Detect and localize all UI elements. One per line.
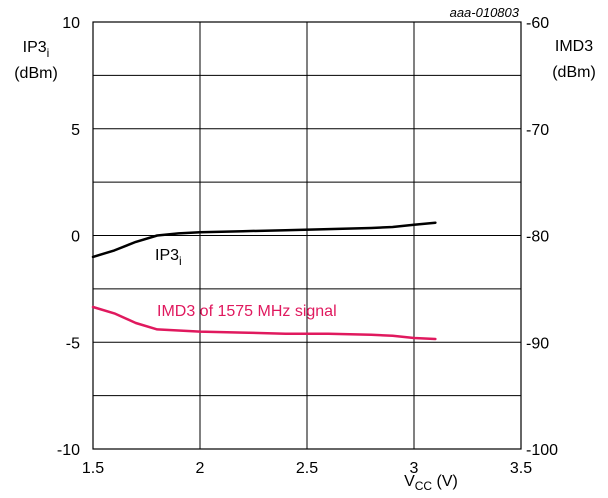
y-right-tick-label: -70 — [526, 122, 549, 139]
y-right-axis-unit: (dBm) — [552, 64, 596, 81]
y-left-tick-label: -10 — [57, 442, 80, 459]
x-tick-label: 3.5 — [510, 460, 532, 477]
x-tick-label: 1.5 — [82, 460, 104, 477]
y-left-axis-unit: (dBm) — [14, 65, 58, 82]
series-label-ip3i: IP3i — [155, 247, 182, 268]
y-left-tick-label: 0 — [71, 229, 80, 246]
series-line-ip3i — [91, 221, 437, 259]
plot-frame — [92, 21, 522, 450]
y-left-tick-label: 5 — [71, 122, 80, 139]
y-left-tick-label: 10 — [62, 15, 80, 32]
series-layer — [91, 221, 437, 341]
x-tick-label: 2 — [196, 460, 205, 477]
series-label-imd3: IMD3 of 1575 MHz signal — [157, 303, 337, 320]
y-left-axis-title: IP3i — [23, 39, 50, 60]
y-right-axis-title: IMD3 — [555, 38, 593, 55]
y-right-tick-label: -90 — [526, 335, 549, 352]
tick-labels: 1.5 2 2.5 3 3.5 10 5 0 -5 -10 -60 -70 -80 -90 -100 — [57, 15, 558, 477]
y-left-tick-label: -5 — [66, 335, 80, 352]
x-axis-title: VCC (V) — [404, 473, 458, 493]
y-right-tick-label: -80 — [526, 229, 549, 246]
figure-id: aaa-010803 — [450, 5, 520, 20]
series-line-imd3 — [91, 305, 437, 341]
x-tick-label: 3 — [410, 460, 419, 477]
x-tick-label: 2.5 — [296, 460, 318, 477]
y-right-tick-label: -100 — [526, 442, 558, 459]
y-right-tick-label: -60 — [526, 15, 549, 32]
